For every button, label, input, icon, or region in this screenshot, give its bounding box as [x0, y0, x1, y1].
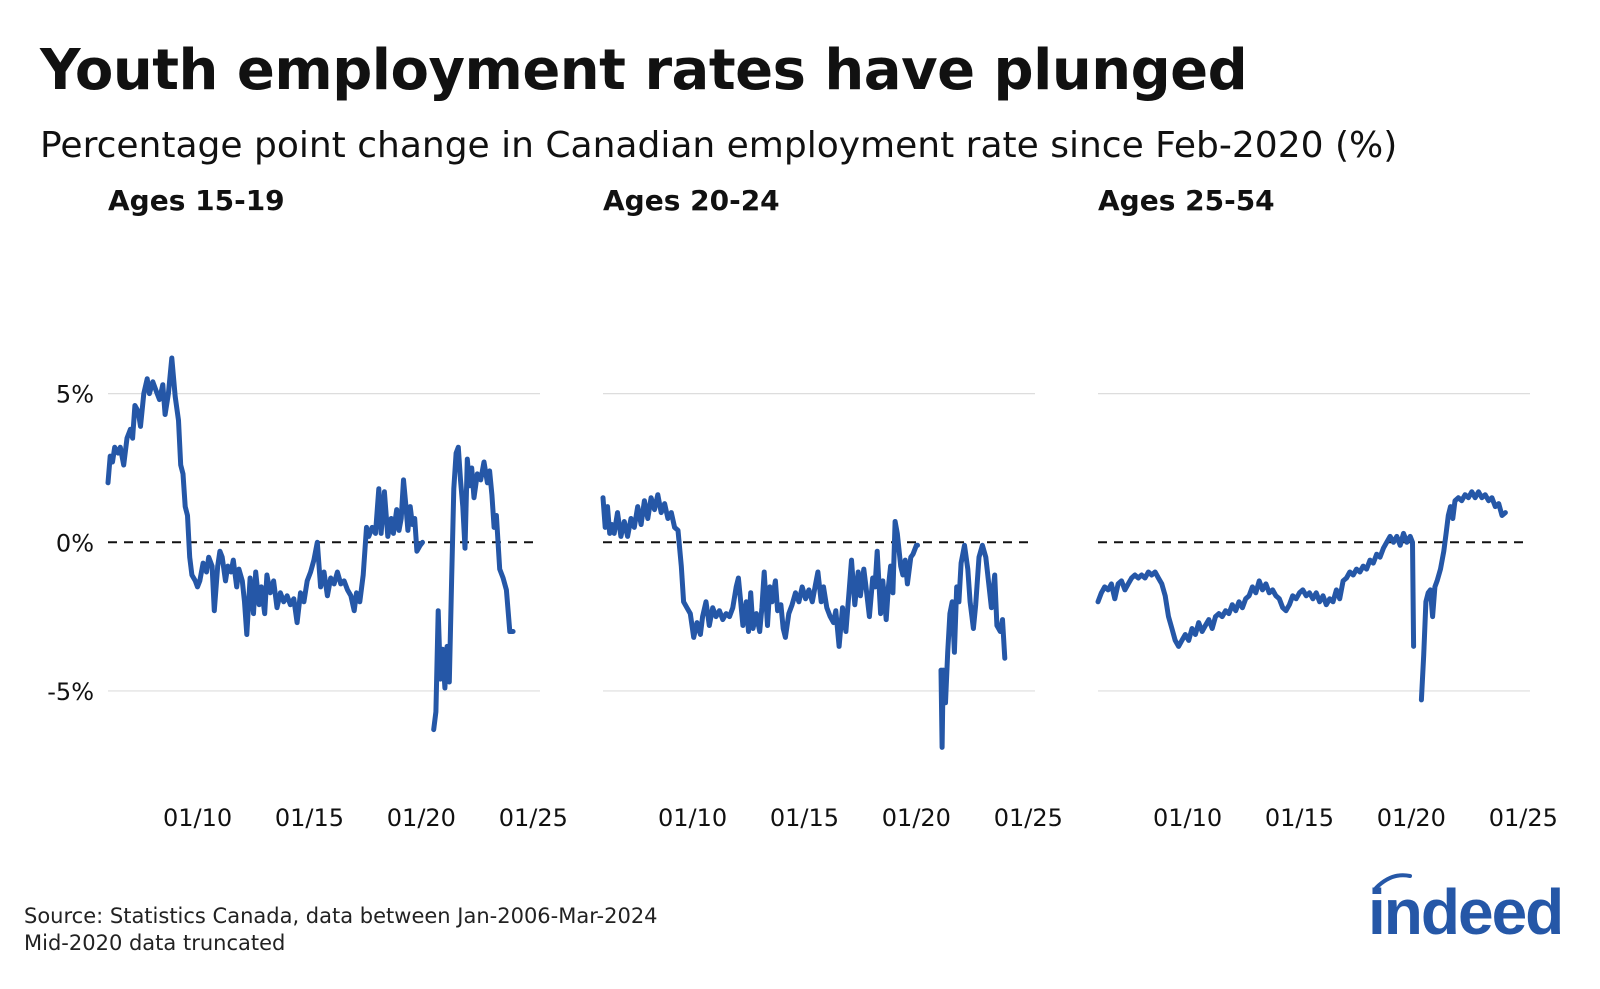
footer: Source: Statistics Canada, data between … [24, 903, 658, 957]
x-tick-label: 01/15 [1265, 804, 1334, 832]
panel-title: Ages 25-54 [1098, 184, 1275, 217]
indeed-logo[interactable]: indeed [1368, 876, 1564, 948]
logo-arc-icon [1374, 873, 1412, 890]
x-tick-label: 01/20 [882, 804, 951, 832]
x-tick-label: 01/25 [994, 804, 1063, 832]
chart-title: Youth employment rates have plunged [40, 38, 1248, 103]
x-tick-label: 01/10 [1153, 804, 1222, 832]
y-tick-label: 0% [56, 529, 94, 557]
truncation-note: Mid-2020 data truncated [24, 931, 286, 955]
x-tick-label: 01/15 [770, 804, 839, 832]
x-tick-label: 01/20 [387, 804, 456, 832]
x-tick-label: 01/10 [658, 804, 727, 832]
chart-subtitle: Percentage point change in Canadian empl… [40, 125, 1398, 166]
y-tick-label: 5% [56, 381, 94, 409]
x-tick-label: 01/10 [163, 804, 232, 832]
source-note: Source: Statistics Canada, data between … [24, 904, 658, 928]
y-tick-label: -5% [47, 678, 94, 706]
series-line [600, 492, 1008, 750]
panel-title: Ages 15-19 [108, 184, 285, 217]
x-tick-label: 01/15 [275, 804, 344, 832]
x-tick-label: 01/20 [1377, 804, 1446, 832]
series-line [1095, 489, 1508, 703]
x-tick-label: 01/25 [499, 804, 568, 832]
x-tick-label: 01/25 [1489, 804, 1558, 832]
series-line [105, 355, 516, 733]
panel-title: Ages 20-24 [603, 184, 780, 217]
